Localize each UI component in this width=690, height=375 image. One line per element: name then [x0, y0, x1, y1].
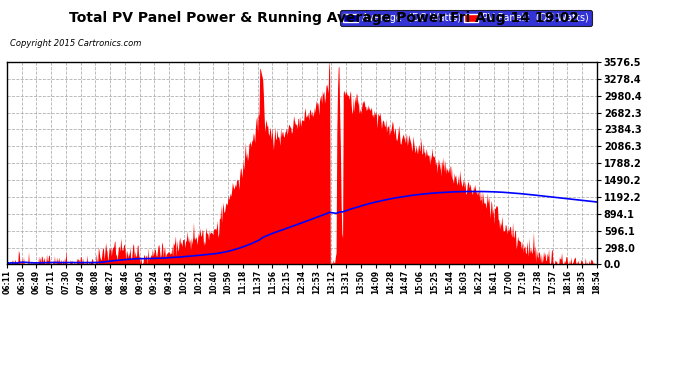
Text: Copyright 2015 Cartronics.com: Copyright 2015 Cartronics.com: [10, 39, 141, 48]
Legend: Average  (DC Watts), PV Panels  (DC Watts): Average (DC Watts), PV Panels (DC Watts): [340, 10, 592, 26]
Text: Total PV Panel Power & Running Average Power Fri Aug 14 19:02: Total PV Panel Power & Running Average P…: [69, 11, 580, 25]
